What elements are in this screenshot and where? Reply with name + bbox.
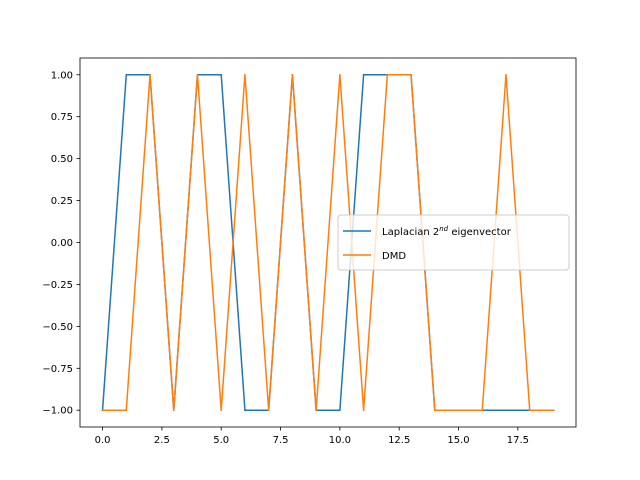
data-point [125,409,128,412]
x-axis: 0.0 2.5 5.0 7.5 10.0 12.5 15.0 17.5 [95,427,529,446]
data-point [339,409,341,412]
x-tick-label: 10.0 [329,435,351,446]
data-point [339,73,341,76]
x-tick-label: 2.5 [154,435,170,446]
series-line-1 [101,74,555,411]
data-point [244,73,246,76]
data-point [552,409,555,412]
data-point [196,73,199,76]
series-layer [101,73,555,412]
data-point [362,73,365,76]
data-point [457,409,460,412]
y-tick-label: 0.75 [51,112,73,123]
data-point [386,73,389,76]
y-tick-label: −0.75 [42,364,73,375]
x-tick-label: 17.5 [507,435,529,446]
data-point [433,409,436,412]
y-axis: −1.00 −0.75 −0.50 −0.25 0.00 0.25 0.50 0.75 1.00 [42,70,80,417]
x-tick-label: 5.0 [213,435,229,446]
y-tick-label: 0.50 [51,154,73,165]
data-point [362,409,365,412]
y-tick-label: 0.25 [51,196,73,207]
data-point [315,409,317,412]
data-point [149,73,151,76]
data-point [410,73,412,76]
data-point [291,73,294,76]
y-tick-label: 1.00 [51,70,73,81]
data-point [267,409,270,412]
data-point [125,73,128,76]
data-point [220,73,223,76]
x-tick-label: 12.5 [388,435,410,446]
data-point [172,409,175,412]
data-point [528,409,531,412]
x-tick-label: 0.0 [95,435,111,446]
data-point [481,409,484,412]
legend-label: Laplacian 2nd eigenvector [382,225,512,238]
data-point [101,409,104,412]
legend: Laplacian 2nd eigenvector DMD [337,214,570,271]
legend-box [337,214,570,271]
data-point [220,409,223,412]
legend-label: DMD [382,251,406,262]
y-tick-label: −1.00 [42,406,73,417]
x-tick-label: 15.0 [447,435,469,446]
x-tick-label: 7.5 [273,435,289,446]
y-tick-label: −0.25 [42,280,73,291]
y-tick-label: 0.00 [51,238,73,249]
data-point [505,409,507,412]
data-point [505,73,507,76]
data-point [244,409,246,412]
y-tick-label: −0.50 [42,322,73,333]
